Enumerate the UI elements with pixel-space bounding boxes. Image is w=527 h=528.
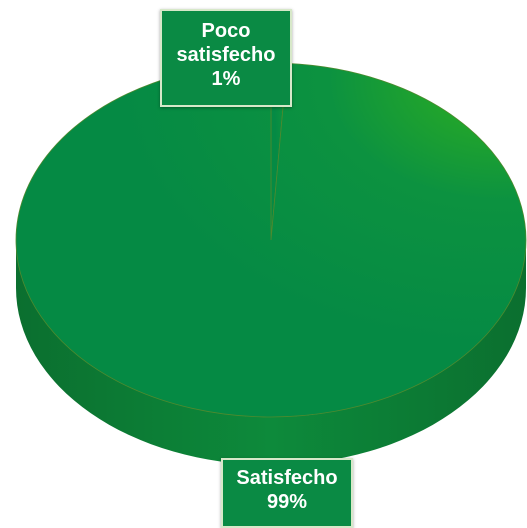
pie-side-wall-shape: [16, 240, 526, 465]
pie-slice-satisfecho: [15, 62, 527, 418]
data-label-poco-satisfecho: Poco satisfecho 1%: [160, 9, 292, 107]
data-label-category-line: Poco: [201, 20, 251, 42]
data-label-satisfecho: Satisfecho 99%: [221, 458, 353, 528]
pie-side-wall: [16, 240, 526, 465]
data-label-category-line: Satisfecho: [236, 467, 338, 489]
data-label-category-line: satisfecho: [176, 44, 276, 66]
data-label-percent: 99%: [266, 491, 308, 513]
pie-top-face: [15, 62, 527, 418]
data-label-percent: 1%: [211, 68, 241, 90]
